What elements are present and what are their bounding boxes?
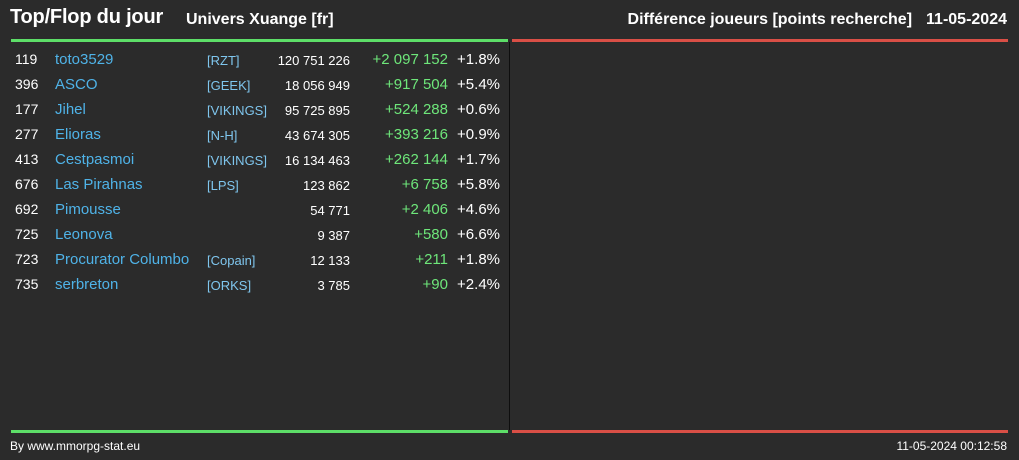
alliance-link[interactable]: [VIKINGS] (207, 103, 267, 118)
player-rank: 177 (15, 101, 39, 117)
points-difference: +580 (414, 226, 448, 243)
player-rank: 692 (15, 201, 39, 217)
alliance-link[interactable]: [Copain] (207, 253, 256, 268)
flop-section-footer-bar (512, 430, 1008, 433)
percent-change: +0.9% (457, 126, 500, 143)
percent-change: +1.8% (457, 51, 500, 68)
generated-timestamp: 11-05-2024 00:12:58 (896, 439, 1007, 453)
player-rank: 413 (15, 151, 39, 167)
percent-change: +1.8% (457, 251, 500, 268)
header-date: 11-05-2024 (926, 11, 1007, 28)
player-name-link[interactable]: Jihel (55, 101, 86, 118)
player-points: 95 725 895 (284, 103, 350, 118)
player-name-link[interactable]: Leonova (55, 226, 113, 243)
player-rank: 723 (15, 251, 39, 267)
list-item: 735 serbreton [ORKS] 3 785 +90 +2.4% (11, 273, 508, 298)
page-title: Top/Flop du jour (10, 6, 164, 28)
player-rank: 396 (15, 76, 39, 92)
points-difference: +2 406 (401, 201, 448, 218)
alliance-link[interactable]: [VIKINGS] (207, 153, 267, 168)
list-item: 725 Leonova 9 387 +580 +6.6% (11, 223, 508, 248)
player-points: 16 134 463 (284, 153, 350, 168)
site-credit-link[interactable]: By www.mmorpg-stat.eu (10, 439, 141, 453)
player-name-link[interactable]: serbreton (55, 276, 119, 293)
top-gainers-list: 119 toto3529 [RZT] 120 751 226 +2 097 152 +1.… (11, 48, 508, 298)
alliance-link[interactable]: [GEEK] (207, 78, 251, 93)
flop-list (512, 48, 1008, 426)
player-rank: 277 (15, 126, 39, 142)
points-difference: +917 504 (385, 76, 448, 93)
alliance-link[interactable]: [ORKS] (207, 278, 252, 293)
player-name-link[interactable]: Cestpasmoi (55, 151, 135, 168)
player-name-link[interactable]: Procurator Columbo (55, 251, 190, 268)
list-item: 676 Las Pirahnas [LPS] 123 862 +6 758 +5.8% (11, 173, 508, 198)
points-difference: +90 (422, 276, 448, 293)
player-points: 18 056 949 (284, 78, 350, 93)
player-points: 43 674 305 (284, 128, 350, 143)
list-item: 723 Procurator Columbo [Copain] 12 133 +211 +… (11, 248, 508, 273)
alliance-link[interactable]: [LPS] (207, 178, 239, 193)
player-rank: 676 (15, 176, 39, 192)
percent-change: +1.7% (457, 151, 500, 168)
percent-change: +0.6% (457, 101, 500, 118)
player-name-link[interactable]: ASCO (55, 76, 98, 93)
percent-change: +4.6% (457, 201, 500, 218)
points-difference: +211 (415, 251, 448, 268)
player-points: 120 751 226 (277, 53, 350, 68)
universe-label: Univers Xuange [fr] (186, 11, 334, 28)
player-name-link[interactable]: Las Pirahnas (55, 176, 143, 193)
player-points: 12 133 (310, 253, 350, 268)
alliance-link[interactable]: [N-H] (207, 128, 238, 143)
percent-change: +2.4% (457, 276, 500, 293)
percent-change: +6.6% (457, 226, 500, 243)
list-item: 396 ASCO [GEEK] 18 056 949 +917 504 +5.4% (11, 73, 508, 98)
percent-change: +5.8% (457, 176, 500, 193)
player-points: 54 771 (310, 203, 350, 218)
flop-section-divider (512, 39, 1008, 42)
player-name-link[interactable]: Pimousse (55, 201, 121, 218)
player-points: 123 862 (303, 178, 350, 193)
points-difference: +393 216 (385, 126, 448, 143)
alliance-link[interactable]: [RZT] (207, 53, 240, 68)
percent-change: +5.4% (457, 76, 500, 93)
metric-label: Différence joueurs [points recherche] (627, 11, 913, 28)
player-points: 3 785 (317, 278, 350, 293)
points-difference: +262 144 (385, 151, 448, 168)
player-name-link[interactable]: toto3529 (55, 51, 114, 68)
player-name-link[interactable]: Elioras (55, 126, 101, 143)
player-rank: 725 (15, 226, 39, 242)
points-difference: +524 288 (385, 101, 448, 118)
list-item: 277 Elioras [N-H] 43 674 305 +393 216 +0.9% (11, 123, 508, 148)
player-rank: 119 (15, 51, 38, 67)
list-item: 177 Jihel [VIKINGS] 95 725 895 +524 288 +0.6% (11, 98, 508, 123)
player-points: 9 387 (317, 228, 350, 243)
list-item: 413 Cestpasmoi [VIKINGS] 16 134 463 +262 144… (11, 148, 508, 173)
top-section-footer-bar (11, 430, 508, 433)
list-item: 119 toto3529 [RZT] 120 751 226 +2 097 152 +1.… (11, 48, 508, 73)
top-section-divider (11, 39, 508, 42)
column-separator (509, 42, 510, 430)
points-difference: +6 758 (401, 176, 448, 193)
player-rank: 735 (15, 276, 39, 292)
list-item: 692 Pimousse 54 771 +2 406 +4.6% (11, 198, 508, 223)
points-difference: +2 097 152 (372, 51, 449, 68)
header-metric-group: Différence joueurs [points recherche] 11-… (628, 11, 1007, 29)
